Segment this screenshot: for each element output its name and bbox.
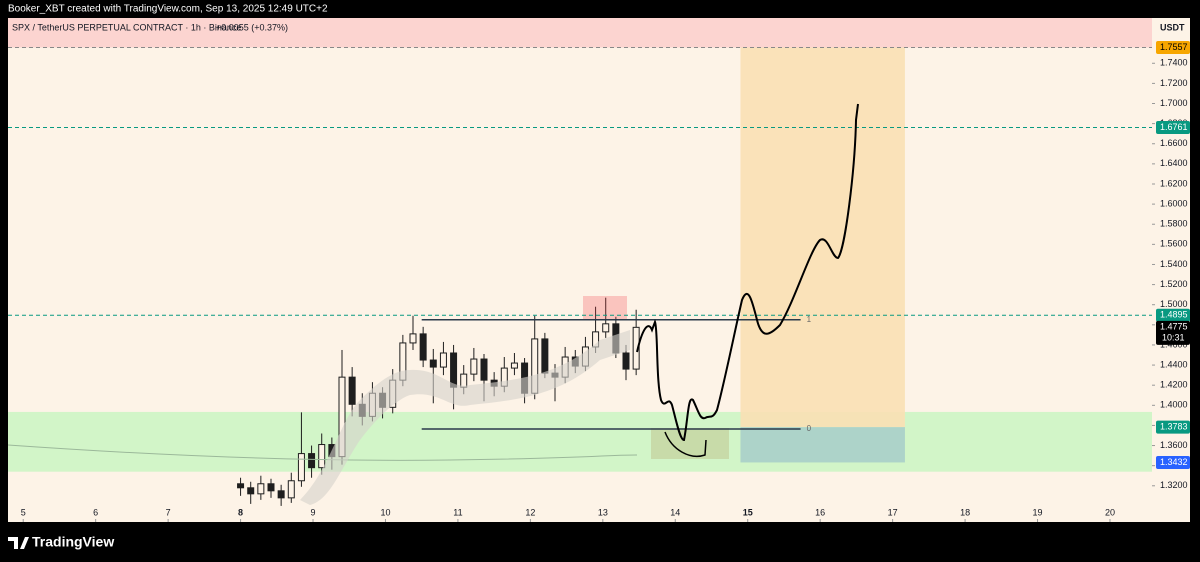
countdown: 10:31 <box>1162 333 1185 343</box>
y-tick-label: 1.4000 <box>1160 400 1188 410</box>
y-tick-label: 1.5200 <box>1160 279 1188 289</box>
x-tick-label: 9 <box>311 507 316 517</box>
x-tick-label: 15 <box>743 507 753 517</box>
zone <box>8 411 1152 472</box>
x-tick-label: 17 <box>888 507 898 517</box>
candle-body <box>409 333 417 344</box>
candle-body <box>460 373 468 388</box>
candle-body <box>348 376 356 405</box>
price-marker <box>1156 320 1190 345</box>
zone <box>8 18 1152 48</box>
candle-body <box>419 333 427 361</box>
candle-body <box>622 352 630 370</box>
y-tick-label: 1.5800 <box>1160 219 1188 229</box>
brand: TradingView <box>32 534 114 550</box>
candle-body <box>257 483 265 495</box>
y-tick-label: 1.6600 <box>1160 138 1188 148</box>
price-marker <box>1156 40 1190 54</box>
y-tick-label: 1.3600 <box>1160 440 1188 450</box>
x-tick-label: 19 <box>1033 507 1043 517</box>
candle-body <box>510 362 518 369</box>
position-stop <box>740 427 905 463</box>
y-tick-label: 1.6200 <box>1160 178 1188 188</box>
candle-body <box>470 358 478 375</box>
x-tick-label: 6 <box>93 507 98 517</box>
change-label: +0.0055 (+0.37%) <box>216 22 288 32</box>
candle-body <box>318 444 326 469</box>
candle-body <box>267 483 275 492</box>
projection-dip <box>664 431 707 457</box>
x-tick-label: 16 <box>815 507 825 517</box>
demand-box <box>651 428 729 459</box>
logo-mark <box>8 537 29 549</box>
x-tick-label: 18 <box>960 507 970 517</box>
y-tick-label: 1.5000 <box>1160 299 1188 309</box>
candle-body <box>450 352 458 388</box>
x-tick-label: 20 <box>1105 507 1115 517</box>
x-tick-label: 12 <box>525 507 535 517</box>
candle-body <box>602 323 610 333</box>
price-marker-label: 1.3783 <box>1160 422 1188 432</box>
x-tick-label: 11 <box>453 507 462 517</box>
y-tick-label: 1.4400 <box>1160 359 1188 369</box>
y-tick-label: 1.3200 <box>1160 480 1188 490</box>
y-tick-label: 1.7400 <box>1160 58 1188 68</box>
supply-box <box>583 296 627 320</box>
candle-body <box>632 326 640 370</box>
x-tick-label: 10 <box>380 507 390 517</box>
level-label: 0 <box>807 424 812 433</box>
position-profit <box>740 47 905 428</box>
x-tick-label: 7 <box>166 507 171 517</box>
price-marker-label: 1.3432 <box>1160 457 1188 467</box>
chart-title: SPX / TetherUS PERPETUAL CONTRACT · 1h ·… <box>12 22 241 32</box>
price-marker <box>1156 420 1190 434</box>
price-marker-label: 1.4895 <box>1160 310 1188 320</box>
currency: USDT <box>1160 22 1185 32</box>
price-marker <box>1156 121 1190 135</box>
x-tick-label: 5 <box>21 507 26 517</box>
x-tick-label: 8 <box>238 507 243 517</box>
candle-body <box>439 352 447 368</box>
price-marker-label: 1.4775 <box>1160 322 1188 332</box>
candle-body <box>247 487 255 495</box>
candle-body <box>541 338 549 374</box>
y-tick-label: 1.6000 <box>1160 198 1188 208</box>
y-tick-label: 1.6400 <box>1160 158 1188 168</box>
y-tick-label: 1.5400 <box>1160 259 1188 269</box>
x-tick-label: 14 <box>670 507 680 517</box>
y-tick-label: 1.5600 <box>1160 239 1188 249</box>
moving-average <box>7 444 638 461</box>
candle-body <box>429 359 437 368</box>
candle-body <box>237 483 245 489</box>
y-tick-label: 1.4200 <box>1160 380 1188 390</box>
projection-path <box>636 103 859 442</box>
candle-body <box>297 453 305 482</box>
candle-body <box>480 358 488 381</box>
y-tick-label: 1.7200 <box>1160 78 1188 88</box>
brand-logo: TradingView <box>8 534 114 550</box>
price-marker <box>1156 455 1190 469</box>
price-marker <box>1156 308 1190 322</box>
y-tick-label: 1.7000 <box>1160 98 1188 108</box>
level-label: 1 <box>807 315 812 324</box>
price-marker-label: 1.7557 <box>1160 42 1188 52</box>
ribbon <box>300 330 630 505</box>
candle-body <box>308 453 316 469</box>
x-tick-label: 13 <box>598 507 608 517</box>
header: Booker_XBT created with TradingView.com,… <box>8 4 328 15</box>
candle-body <box>277 490 285 499</box>
candle-body <box>287 480 295 499</box>
price-marker-label: 1.6761 <box>1160 122 1188 132</box>
